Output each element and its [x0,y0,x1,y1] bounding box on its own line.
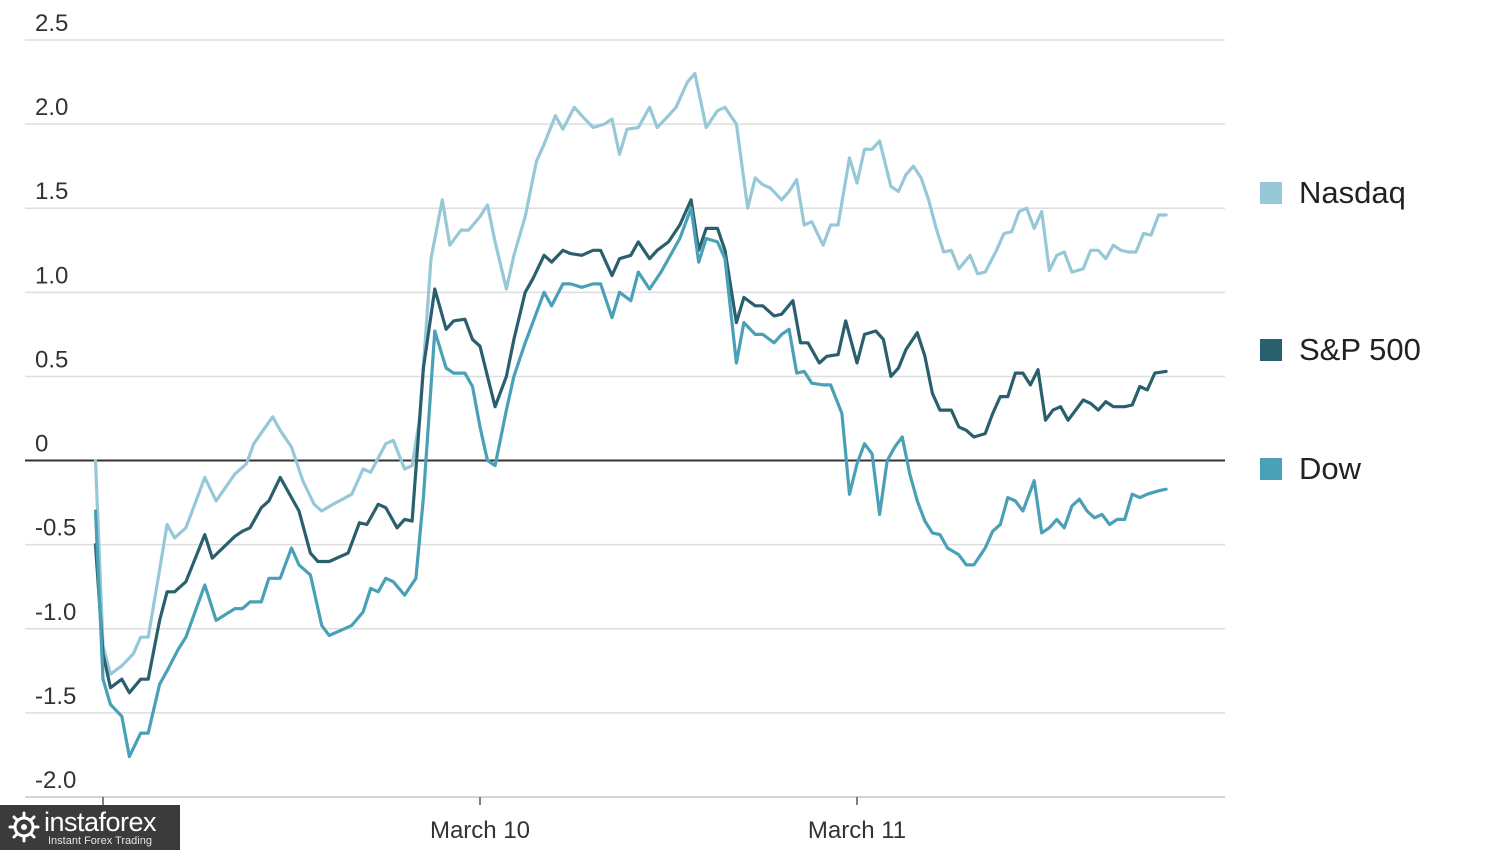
legend-swatch-dow [1260,458,1282,480]
series-lines [93,72,1168,759]
instaforex-watermark: instaforex Instant Forex Trading [0,805,180,850]
y-tick-label: -2.0 [35,767,76,794]
y-tick-label: 2.0 [35,94,68,121]
series-line-dow [93,206,1168,759]
y-tick-label: 1.0 [35,262,68,289]
instaforex-logo-icon [8,811,40,843]
y-axis-tick-labels: 2.5 2.0 1.5 1.0 0.5 0 -0.5 -1.0 -1.5 -2.0 [35,10,76,794]
legend-swatch-nasdaq [1260,182,1282,204]
y-tick-label: 0 [35,431,48,458]
legend-label-nasdaq: Nasdaq [1299,175,1406,210]
watermark-tagline: Instant Forex Trading [48,835,152,847]
y-tick-label: -1.0 [35,599,76,626]
y-tick-label: -0.5 [35,515,76,542]
y-tick-label: 2.5 [35,10,68,37]
series-line-nasdaq [93,72,1168,676]
y-tick-label: 0.5 [35,346,68,373]
x-tick-label: March 11 [808,817,906,844]
legend-label-s-p-500: S&P 500 [1299,332,1421,367]
y-tick-label: 1.5 [35,178,68,205]
legend: Nasdaq S&P 500 Dow [1260,175,1421,486]
watermark-brand: instaforex [44,807,157,837]
legend-swatch-s-p-500 [1260,339,1282,361]
y-tick-label: -1.5 [35,683,76,710]
x-tick-label: March 10 [430,817,530,844]
legend-label-dow: Dow [1299,451,1362,486]
series-line-s-p-500 [93,198,1168,695]
